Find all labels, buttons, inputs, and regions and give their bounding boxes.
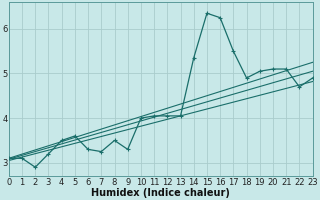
X-axis label: Humidex (Indice chaleur): Humidex (Indice chaleur): [91, 188, 230, 198]
